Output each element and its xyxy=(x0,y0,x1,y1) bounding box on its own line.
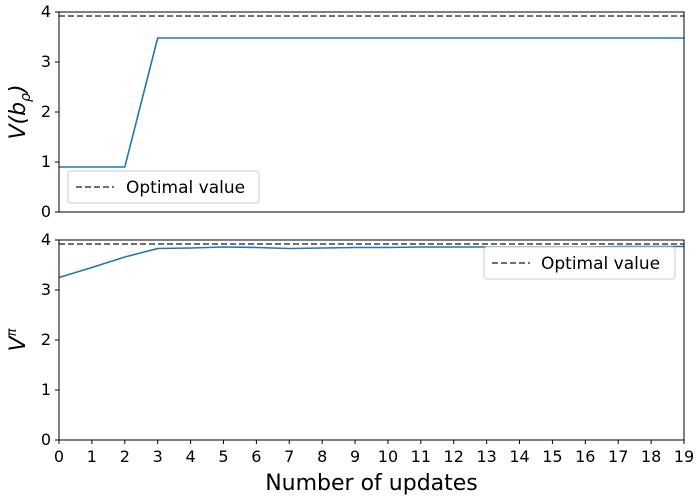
bottom-panel-frame xyxy=(58,239,685,441)
bottom-panel-ytick-label: 4 xyxy=(41,230,51,249)
bottom-panel-ylabel: Vπ xyxy=(5,328,31,351)
bottom-panel-xtick-label: 7 xyxy=(284,447,294,466)
top-panel-legend: Optimal value xyxy=(67,170,260,204)
bottom-panel-legend: Optimal value xyxy=(483,246,676,280)
top-panel-ytick-label: 4 xyxy=(41,2,51,21)
top-panel-series xyxy=(59,15,684,168)
top-panel-legend-label: Optimal value xyxy=(126,178,245,198)
bottom-panel-xtick-label: 0 xyxy=(54,447,64,466)
bottom-panel-xtick-label: 13 xyxy=(476,447,496,466)
bottom-panel-xtick-label: 8 xyxy=(317,447,327,466)
bottom-panel-ytick-label: 0 xyxy=(41,430,51,449)
bottom-panel-xtick-label: 9 xyxy=(350,447,360,466)
bottom-panel-ytick-label: 1 xyxy=(41,380,51,399)
bottom-panel-xtick-label: 19 xyxy=(674,447,694,466)
bottom-panel-ytick-label: 2 xyxy=(41,330,51,349)
top-panel: 0 1 2 3 4 V(bρ) Optimal value xyxy=(6,2,685,221)
bottom-panel-xtick-label: 15 xyxy=(542,447,562,466)
top-panel-ylabel: V(bρ) xyxy=(6,84,34,139)
top-panel-ytick-label: 0 xyxy=(41,202,51,221)
top-panel-ticks: 0 1 2 3 4 xyxy=(41,2,59,221)
bottom-panel-xtick-label: 1 xyxy=(87,447,97,466)
bottom-panel-xtick-label: 4 xyxy=(185,447,195,466)
top-panel-ytick-label: 2 xyxy=(41,102,51,121)
top-panel-ytick-label: 3 xyxy=(41,52,51,71)
bottom-panel-xlabel: Number of updates xyxy=(265,471,478,496)
bottom-panel-xtick-label: 16 xyxy=(575,447,595,466)
top-panel-legend-box xyxy=(67,170,260,204)
bottom-panel-xtick-label: 5 xyxy=(218,447,228,466)
top-panel-value-line xyxy=(59,37,684,168)
bottom-panel-ytick-label: 3 xyxy=(41,280,51,299)
bottom-panel-xtick-label: 6 xyxy=(251,447,261,466)
bottom-panel-xtick-label: 10 xyxy=(378,447,398,466)
bottom-panel-xtick-label: 14 xyxy=(509,447,529,466)
top-panel-ytick-label: 1 xyxy=(41,152,51,171)
bottom-panel-xtick-label: 12 xyxy=(444,447,464,466)
bottom-panel-xtick-label: 18 xyxy=(641,447,661,466)
bottom-panel-xtick-label: 11 xyxy=(411,447,431,466)
top-panel-frame xyxy=(58,11,685,213)
bottom-panel-xtick-label: 3 xyxy=(153,447,163,466)
bottom-panel-legend-label: Optimal value xyxy=(541,254,660,274)
bottom-panel-xtick-label: 2 xyxy=(120,447,130,466)
bottom-panel-xtick-label: 17 xyxy=(608,447,628,466)
bottom-panel-legend-box xyxy=(483,246,676,280)
